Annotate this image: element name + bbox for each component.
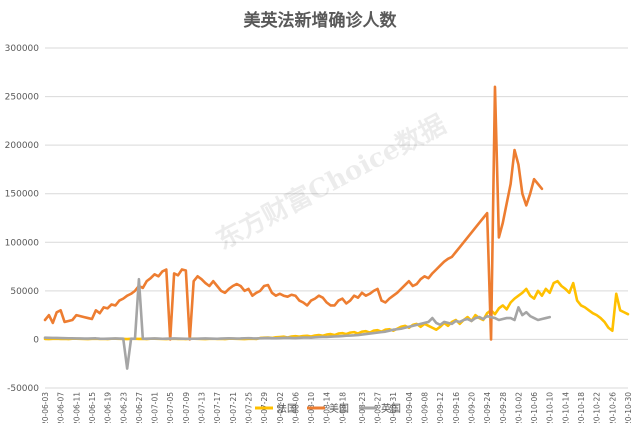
x-tick-label: 2020-10-30 [624,392,633,423]
x-tick-label: 2020-06-11 [72,392,81,423]
x-tick-label: 2020-10-22 [593,392,602,423]
x-tick-label: 2020-08-18 [338,392,347,423]
x-tick-label: 2020-08-27 [374,392,383,423]
chart-title: 美英法新增确诊人数 [244,10,398,31]
legend-label-2: 英国 [381,402,401,415]
x-tick-label: 2020-09-24 [483,392,492,423]
legend: 法国 美国 英国 [255,402,401,415]
watermark: 东方财富Choice数据 [211,109,451,256]
y-tick-label: 200000 [5,141,40,151]
x-tick-label: 2020-06-15 [88,392,97,423]
series-line-2 [43,277,552,370]
x-tick-label: 2020-10-14 [561,392,570,423]
y-tick-label: -50000 [7,384,39,394]
y-tick-label: 150000 [5,190,40,200]
x-tick-label: 2020-09-12 [436,392,445,423]
y-tick-label: 100000 [5,238,40,248]
y-tick-label: 250000 [5,93,40,103]
x-tick-label: 2020-06-27 [135,392,144,423]
series-lines [43,85,630,370]
x-tick-label: 2020-07-13 [198,392,207,423]
x-tick-label: 2020-08-14 [323,392,332,423]
x-tick-label: 2020-09-16 [452,392,461,423]
x-tick-label: 2020-09-04 [405,392,414,423]
x-tick-label: 2020-10-06 [530,392,539,423]
y-tick-label: 0 [33,335,39,345]
x-tick-label: 2020-07-25 [244,392,253,423]
y-tick-label: 50000 [10,287,39,297]
y-axis-ticks: -50000 0 50000 100000 150000 200000 250000 3000… [5,44,40,394]
x-tick-label: 2020-08-02 [276,392,285,423]
x-tick-label: 2020-07-01 [151,392,160,423]
y-tick-label: 300000 [5,44,40,54]
x-tick-label: 2020-06-19 [104,392,113,423]
x-tick-label: 2020-07-05 [166,392,175,423]
x-tick-label: 2020-10-18 [577,392,586,423]
x-tick-label: 2020-06-07 [57,392,66,423]
x-tick-label: 2020-09-28 [499,392,508,423]
x-tick-label: 2020-10-02 [514,392,523,423]
x-tick-label: 2020-10-10 [546,392,555,423]
series-line-0 [43,279,630,341]
x-tick-label: 2020-06-03 [41,392,50,423]
x-tick-label: 2020-07-21 [229,392,238,423]
x-tick-label: 2020-08-06 [291,392,300,423]
x-tick-label: 2020-10-26 [608,392,617,423]
x-tick-label: 2020-08-31 [389,392,398,423]
x-tick-label: 2020-07-17 [213,392,222,423]
x-tick-label: 2020-07-09 [182,392,191,423]
legend-label-1: 美国 [329,402,349,415]
x-tick-label: 2020-09-20 [467,392,476,423]
series-line-1 [43,85,544,341]
x-tick-label: 2020-06-23 [119,392,128,423]
legend-label-0: 法国 [277,402,297,415]
x-tick-label: 2020-09-08 [421,392,430,423]
